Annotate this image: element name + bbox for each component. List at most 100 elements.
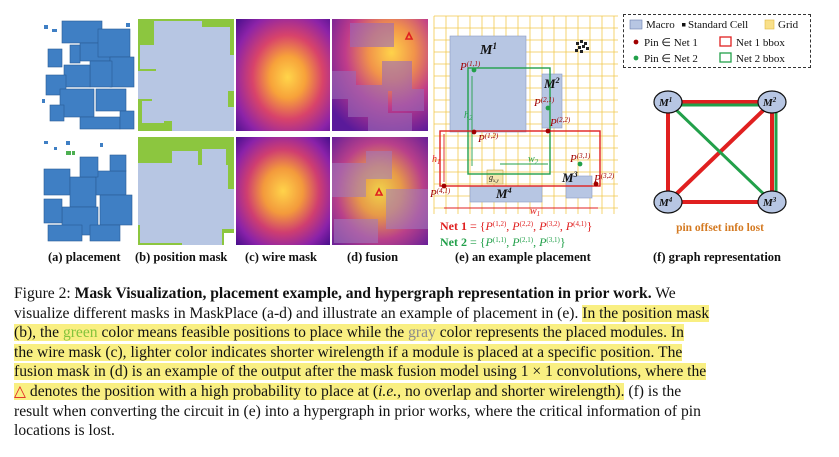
caption-line: result when converting the circuit in (e…	[14, 402, 830, 422]
pin-net1-swatch	[633, 39, 639, 45]
svg-text:P(3,1): P(3,1)	[569, 152, 591, 165]
caption-segment: (f) is the	[624, 382, 682, 400]
grid-swatch	[764, 19, 775, 30]
example-placement-panel: M1 M2 M3 M4 P(1,1) P(1,2) P(2,1) P(2,2) …	[430, 14, 620, 252]
caption-segment: locations is lost.	[14, 422, 115, 440]
panel-d-label: (d) fusion	[347, 250, 399, 264]
caption-segment: green	[62, 324, 98, 342]
svg-text:gx,y: gx,y	[489, 173, 499, 184]
svg-text:P(3,2): P(3,2)	[593, 172, 615, 185]
legend: Macro Standard Cell Grid Pin ∈ Net 1 Net…	[623, 14, 811, 68]
caption-line: locations is lost.	[14, 421, 830, 441]
svg-text:M3: M3	[762, 196, 777, 209]
caption-segment: (b), the	[14, 324, 63, 342]
standard-cells-cluster	[575, 40, 589, 53]
legend-graphic: Macro Standard Cell Grid Pin ∈ Net 1 Net…	[629, 19, 799, 65]
graph-node-m2	[757, 90, 787, 114]
net1-bbox-swatch	[719, 36, 732, 47]
legend-grid: Grid	[778, 19, 799, 31]
pin-offset-note: pin offset info lost	[676, 222, 764, 234]
svg-text:P(4,1): P(4,1)	[430, 187, 451, 200]
panel-b-label: (b) position mask	[135, 250, 228, 264]
caption-segment: no overlap and shorter wirelength).	[401, 382, 625, 400]
caption-segment: fusion mask in (d) is an example of the …	[14, 363, 707, 381]
caption-segment: gray	[408, 324, 436, 342]
pin-net2-swatch	[633, 55, 639, 61]
caption-segment: visualize different masks in MaskPlace (…	[14, 304, 583, 322]
caption-line: Figure 2: Mask Visualization, placement …	[14, 284, 830, 304]
legend-standard-cell: Standard Cell	[688, 19, 748, 31]
graph-representation-panel: M1 M2 M3 M4 pin offset info lost	[640, 80, 800, 240]
svg-text:M1: M1	[658, 96, 672, 109]
figure-caption: Figure 2: Mask Visualization, placement …	[14, 284, 830, 441]
graph-node-m4	[653, 190, 683, 214]
high-probability-triangle-icon	[374, 187, 384, 196]
macro-m2	[541, 73, 563, 129]
caption-segment: Figure 2:	[14, 285, 75, 302]
caption-segment: color represents the placed modules. In	[435, 324, 684, 342]
svg-text:w2: w2	[528, 154, 539, 166]
caption-segment: We	[651, 285, 676, 302]
legend-net2-bbox: Net 2 bbox	[736, 53, 785, 65]
wire-mask-image-top	[236, 19, 330, 131]
svg-text:P(1,1): P(1,1)	[459, 60, 481, 73]
svg-text:M4: M4	[658, 196, 673, 209]
standard-cell-swatch	[682, 23, 686, 27]
svg-text:P(2,1): P(2,1)	[533, 96, 555, 109]
position-mask-panel-top	[138, 19, 234, 131]
caption-line: △ denotes the position with a high proba…	[14, 382, 830, 402]
example-placement-diagram: M1 M2 M3 M4 P(1,1) P(1,2) P(2,1) P(2,2) …	[430, 15, 618, 249]
legend-pin-net2: Pin ∈ Net 2	[644, 53, 698, 65]
high-probability-triangle-icon	[404, 31, 414, 40]
svg-text:h2: h2	[464, 110, 473, 122]
fusion-panel-bottom	[332, 137, 428, 245]
caption-segment: In the position mask	[582, 304, 710, 322]
placement-panel-bottom	[40, 137, 136, 245]
net2-equation: Net 2 = {P(1,1), P(2,1), P(3,1)}	[440, 235, 566, 249]
net2-bbox	[467, 67, 551, 175]
hypergraph-diagram: M1 M2 M3 M4 pin offset info lost	[653, 90, 787, 234]
wire-mask-panel-top	[236, 19, 330, 131]
position-mask-image-top	[138, 19, 234, 131]
caption-segment: denotes the position with a high probabi…	[26, 382, 379, 400]
caption-segment: color means feasible positions to place …	[97, 324, 409, 342]
net1-bbox	[439, 130, 601, 187]
legend-macro: Macro	[646, 19, 675, 31]
graph-node-m1	[653, 90, 683, 114]
position-mask-panel-bottom	[138, 137, 234, 245]
caption-segment: Mask Visualization, placement example, a…	[74, 285, 652, 302]
fusion-panel-top	[332, 19, 428, 131]
panel-a-label: (a) placement	[48, 250, 121, 264]
svg-text:h1: h1	[432, 154, 441, 166]
caption-line: the wire mask (c), lighter color indicat…	[14, 343, 830, 363]
placement-panel-top	[40, 19, 136, 131]
wire-mask-image-bottom	[236, 137, 330, 245]
caption-segment: i.e.,	[378, 382, 402, 400]
macro-m3	[565, 175, 593, 199]
svg-text:M2: M2	[543, 76, 560, 91]
caption-line: visualize different masks in MaskPlace (…	[14, 304, 830, 324]
legend-pin-net1: Pin ∈ Net 1	[644, 37, 698, 49]
caption-line: (b), the green color means feasible posi…	[14, 323, 830, 343]
wire-mask-panel-bottom	[236, 137, 330, 245]
caption-segment: △	[14, 382, 26, 400]
fusion-image-top	[332, 19, 428, 131]
svg-text:P(2,2): P(2,2)	[549, 116, 571, 129]
net2-bbox-swatch	[719, 52, 732, 63]
macro-m1	[449, 35, 527, 133]
legend-net1-bbox: Net 1 bbox	[736, 37, 785, 49]
graph-node-m3	[757, 190, 787, 214]
caption-line: fusion mask in (d) is an example of the …	[14, 362, 830, 382]
svg-text:P(1,2): P(1,2)	[477, 132, 499, 145]
net1-equation: Net 1 = {P(1,2), P(2,2), P(3,2), P(4,1)}	[440, 219, 592, 233]
placement-image-top	[40, 19, 136, 131]
panel-e-label: (e) an example placement	[455, 250, 591, 264]
position-mask-image-bottom	[138, 137, 234, 245]
svg-text:M2: M2	[762, 96, 777, 109]
placement-image-bottom	[40, 137, 136, 245]
macro-swatch	[629, 19, 643, 30]
svg-text:M1: M1	[479, 41, 497, 58]
svg-text:w1: w1	[530, 206, 540, 218]
svg-text:M4: M4	[495, 186, 512, 201]
svg-text:M3: M3	[561, 170, 578, 185]
